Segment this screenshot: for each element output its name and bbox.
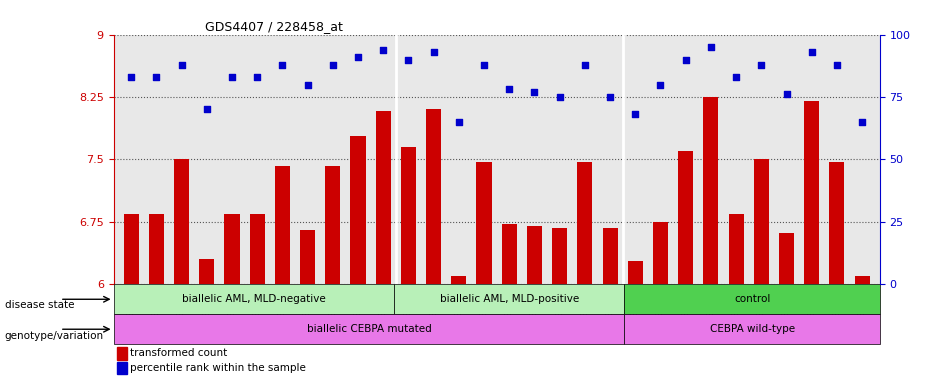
Bar	[275, 166, 290, 284]
Bar	[350, 136, 365, 284]
Bar	[678, 151, 693, 284]
Point	[678, 56, 693, 63]
Point	[124, 74, 139, 80]
Point	[779, 91, 794, 98]
Point	[426, 49, 441, 55]
Text: biallelic AML, MLD-positive: biallelic AML, MLD-positive	[440, 294, 579, 304]
Point	[350, 54, 365, 60]
Bar	[401, 147, 416, 284]
Bar	[149, 214, 164, 284]
Point	[653, 81, 668, 88]
Point	[854, 119, 869, 125]
Point	[477, 61, 492, 68]
Point	[754, 61, 769, 68]
Bar	[451, 276, 466, 284]
Bar	[628, 261, 643, 284]
Bar	[754, 159, 769, 284]
Bar	[426, 109, 441, 284]
Bar	[376, 111, 391, 284]
Bar	[577, 162, 592, 284]
Text: transformed count: transformed count	[131, 348, 228, 358]
Point	[325, 61, 341, 68]
Bar	[300, 230, 315, 284]
Bar	[394, 284, 624, 314]
Point	[451, 119, 466, 125]
Point	[830, 61, 845, 68]
Text: biallelic CEBPA mutated: biallelic CEBPA mutated	[307, 324, 431, 334]
Bar	[552, 228, 568, 284]
Text: percentile rank within the sample: percentile rank within the sample	[131, 362, 307, 372]
Bar	[830, 162, 845, 284]
Bar	[200, 259, 215, 284]
Bar	[501, 224, 517, 284]
Bar	[477, 162, 492, 284]
Bar	[804, 101, 819, 284]
Bar	[114, 314, 624, 344]
Bar	[124, 214, 139, 284]
Point	[703, 44, 718, 50]
Bar	[527, 226, 542, 284]
Point	[250, 74, 265, 80]
Bar	[117, 362, 127, 374]
Point	[200, 106, 215, 113]
Text: GDS4407 / 228458_at: GDS4407 / 228458_at	[205, 20, 343, 33]
Bar	[174, 159, 189, 284]
Text: control: control	[734, 294, 770, 304]
Point	[376, 46, 391, 53]
Point	[174, 61, 189, 68]
Point	[149, 74, 164, 80]
Bar	[114, 284, 394, 314]
Point	[300, 81, 315, 88]
Bar	[325, 166, 341, 284]
Point	[603, 94, 618, 100]
Point	[728, 74, 744, 80]
Bar	[224, 214, 239, 284]
Bar	[728, 214, 744, 284]
Point	[628, 111, 643, 118]
Text: disease state: disease state	[5, 300, 74, 310]
Text: CEBPA wild-type: CEBPA wild-type	[710, 324, 795, 334]
Bar	[250, 214, 265, 284]
Text: genotype/variation: genotype/variation	[5, 331, 104, 341]
Point	[401, 56, 416, 63]
Point	[552, 94, 568, 100]
Bar	[653, 222, 668, 284]
Point	[501, 86, 517, 93]
Bar	[603, 228, 618, 284]
Point	[275, 61, 290, 68]
Point	[577, 61, 592, 68]
Bar	[703, 97, 718, 284]
Point	[224, 74, 239, 80]
Point	[804, 49, 819, 55]
Bar	[117, 348, 127, 360]
Text: biallelic AML, MLD-negative: biallelic AML, MLD-negative	[183, 294, 325, 304]
Point	[527, 89, 542, 95]
Bar	[624, 314, 880, 344]
Bar	[854, 276, 869, 284]
Bar	[624, 284, 880, 314]
Bar	[779, 233, 794, 284]
